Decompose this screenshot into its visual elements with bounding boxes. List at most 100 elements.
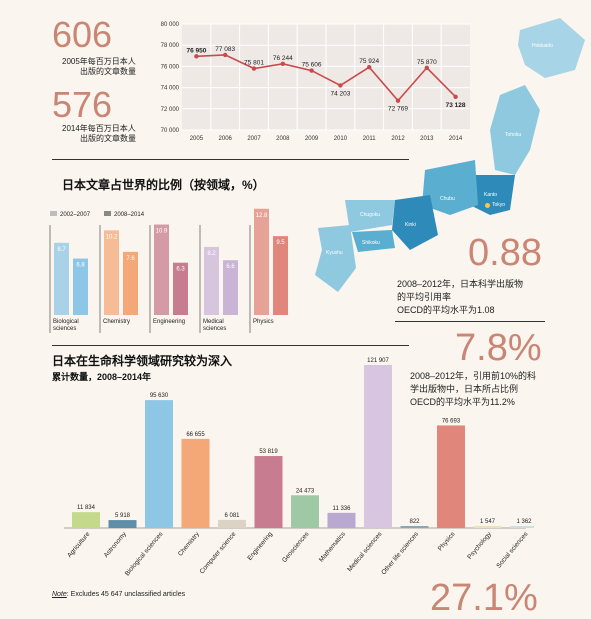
- data-label: 77 083: [215, 46, 235, 53]
- top10-line-2: 学出版物中，日本所占比例: [410, 384, 519, 394]
- bar-value-label: 11 336: [333, 506, 352, 512]
- bar-value-label: 8.2: [207, 251, 216, 257]
- bar: [108, 520, 137, 528]
- tokyo-dot: [485, 203, 490, 208]
- citation-line-3: OECD的平均水平为1.08: [397, 305, 495, 315]
- bar-value-label: 5 918: [115, 513, 131, 519]
- bar: [73, 258, 88, 315]
- legend-swatch-2008: [104, 211, 111, 216]
- data-label: 76 244: [273, 55, 293, 62]
- articles-line-chart: 80 000 78 000 76 000 74 000 72 000 70 000 2005…: [161, 22, 470, 142]
- data-point: [223, 52, 228, 58]
- citation-line-1: 2008–2012年，日本科学出版物: [397, 279, 524, 289]
- bar-value-label: 10.9: [156, 229, 168, 235]
- category-label: Physics: [437, 530, 457, 552]
- bar: [154, 224, 169, 315]
- map-label-kyushu: Kyushu: [326, 250, 343, 256]
- data-label: 72 769: [388, 106, 408, 113]
- legend-label: 2008–2014: [114, 212, 145, 218]
- note-label: Note: [52, 591, 67, 598]
- map-kanto: [470, 175, 515, 215]
- x-tick-label: 2012: [391, 136, 405, 142]
- map-kinki: [392, 195, 438, 250]
- bar-value-label: 11 834: [77, 505, 96, 511]
- category-label: Chemistry: [177, 530, 202, 557]
- category-label: sciences: [53, 326, 76, 332]
- category-label: Engineering: [153, 319, 185, 325]
- x-tick-label: 2006: [219, 136, 233, 142]
- data-point: [194, 54, 199, 59]
- bar-value-label: 121 907: [367, 358, 389, 364]
- data-label: 75 870: [417, 59, 437, 66]
- bar: [291, 495, 319, 528]
- bar: [123, 251, 138, 315]
- articles-2014-label-2: 出版的文章数量: [80, 134, 136, 143]
- map-label-shikoku: Shikoku: [362, 240, 380, 246]
- map-label-hokkaido: Hokkaido: [532, 43, 553, 49]
- articles-2005-label-1: 2005年每百万日本人: [62, 57, 136, 66]
- bar-value-label: 822: [409, 519, 420, 525]
- category-label: Biological sciences: [124, 530, 165, 577]
- map-kyushu: [315, 225, 356, 292]
- data-label: 75 924: [359, 58, 379, 65]
- data-label: 74 203: [330, 90, 350, 97]
- map-label-kanto: Kanto: [484, 192, 498, 198]
- bar: [218, 519, 246, 528]
- bar-value-label: 6.3: [176, 267, 185, 273]
- map-label-chubu: Chubu: [440, 196, 455, 202]
- data-point: [395, 98, 401, 103]
- bar: [181, 438, 210, 528]
- x-tick-label: 2013: [420, 136, 434, 142]
- data-label: 76 950: [186, 47, 206, 54]
- citation-text: 2008–2012年，日本科学出版物 的平均引用率 OECD的平均水平为1.08: [397, 278, 523, 317]
- articles-2014-label-1: 2014年每百万日本人: [62, 124, 136, 133]
- category-label: Geosciences: [281, 530, 311, 564]
- articles-2005-label-2: 出版的文章数量: [80, 67, 136, 76]
- bar-value-label: 9.5: [276, 240, 285, 246]
- data-point: [367, 65, 372, 70]
- map-chugoku: [345, 200, 395, 232]
- chart-note: Note: Excludes 45 647 unclassified artic…: [52, 591, 185, 598]
- data-point: [338, 83, 343, 88]
- category-label: Medical sciences: [346, 530, 384, 573]
- category-label: Astronomy: [103, 530, 129, 559]
- x-tick-label: 2009: [305, 136, 319, 142]
- data-point: [424, 65, 429, 70]
- category-label: Other life sciences: [380, 530, 420, 576]
- bar: [510, 526, 534, 528]
- life-chart-subtitle: 累计数量，2008–2014年: [52, 372, 152, 382]
- category-label: Chemistry: [103, 319, 130, 325]
- bar: [437, 425, 465, 528]
- category-label: Engineering: [246, 530, 274, 561]
- y-tick-label: 74 000: [161, 86, 180, 92]
- bar-value-label: 95 630: [150, 393, 169, 399]
- x-tick-label: 2011: [363, 136, 377, 142]
- bar: [223, 260, 238, 315]
- bar: [273, 236, 288, 315]
- category-label: Computer science: [198, 530, 237, 575]
- map-label-tokyo: Tokyo: [492, 202, 506, 208]
- map-label-chugoku: Chugoku: [360, 212, 381, 218]
- y-tick-label: 76 000: [161, 64, 180, 70]
- top10-value: 7.8%: [455, 327, 542, 369]
- series-line: [196, 54, 457, 102]
- top10-line-1: 2008–2012年，引用前10%的科: [410, 371, 537, 381]
- category-label: Physics: [253, 319, 274, 325]
- bar-value-label: 1 547: [480, 519, 496, 525]
- data-point: [280, 61, 285, 67]
- legend-label: 2002–2007: [60, 212, 91, 218]
- map-chubu: [422, 160, 478, 215]
- note-text: : Excludes 45 647 unclassified articles: [66, 591, 186, 598]
- category-label: Psychology: [466, 530, 493, 561]
- x-tick-label: 2005: [190, 136, 204, 142]
- data-point: [251, 66, 257, 71]
- y-tick-label: 70 000: [161, 128, 180, 134]
- bar: [173, 262, 188, 315]
- x-tick-label: 2010: [334, 136, 348, 142]
- x-tick-label: 2008: [276, 136, 290, 142]
- legend-swatch-2002: [50, 211, 57, 216]
- bar: [254, 208, 269, 315]
- map-tohoku: [490, 85, 540, 175]
- bar: [54, 242, 69, 315]
- category-label: sciences: [203, 326, 226, 332]
